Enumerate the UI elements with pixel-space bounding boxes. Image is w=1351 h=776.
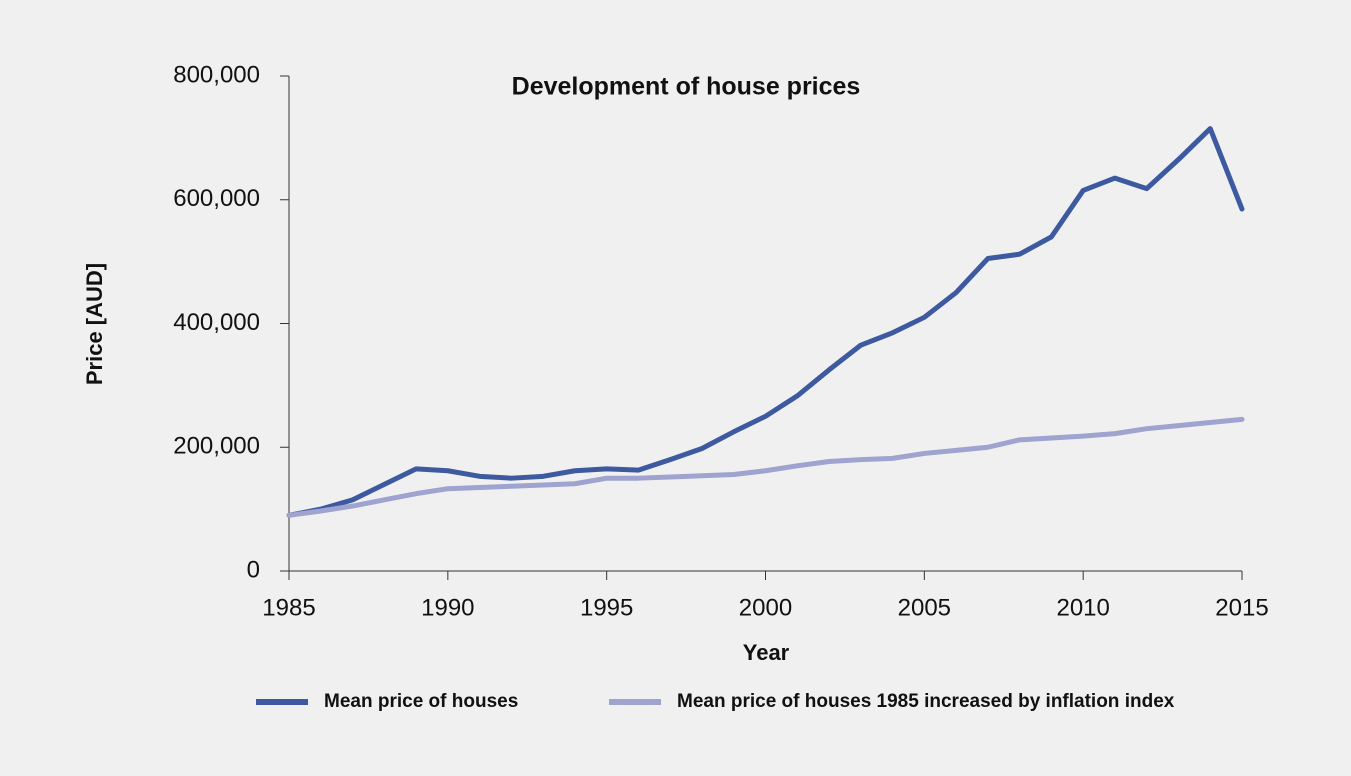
x-axis-label: Year — [743, 640, 790, 665]
y-tick-label: 0 — [247, 556, 260, 583]
series-line — [286, 126, 1245, 518]
x-tick-label: 1995 — [580, 594, 633, 621]
y-tick-label: 200,000 — [173, 433, 260, 460]
series-line — [286, 416, 1245, 518]
x-tick-label: 2005 — [898, 594, 951, 621]
x-tick-label: 2000 — [739, 594, 792, 621]
legend-label: Mean price of houses 1985 increased by i… — [677, 691, 1175, 712]
legend-label: Mean price of houses — [324, 691, 518, 712]
y-tick-label: 600,000 — [173, 185, 260, 212]
x-tick-label: 1990 — [421, 594, 474, 621]
x-tick-label: 2010 — [1056, 594, 1109, 621]
y-tick-label: 800,000 — [173, 61, 260, 88]
y-axis-label: Price [AUD] — [82, 263, 107, 385]
x-tick-label: 2015 — [1215, 594, 1268, 621]
x-tick-label: 1985 — [262, 594, 315, 621]
chart-title: Development of house prices — [512, 73, 861, 101]
y-tick-label: 400,000 — [173, 309, 260, 336]
